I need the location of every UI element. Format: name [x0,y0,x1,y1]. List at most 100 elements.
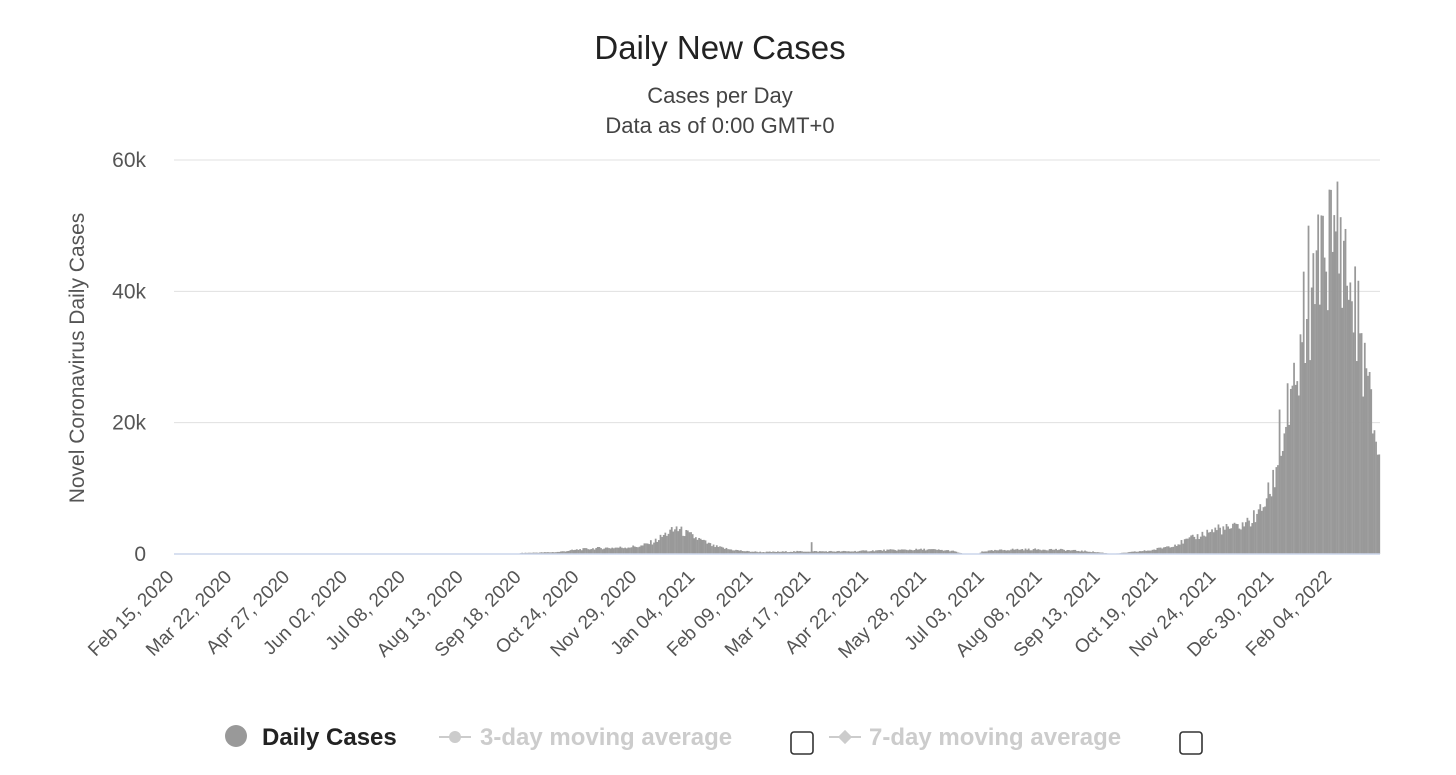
bar[interactable] [719,546,721,554]
bar[interactable] [558,551,561,554]
bar[interactable] [1085,551,1088,554]
bar[interactable] [611,547,614,554]
bar[interactable] [1363,342,1366,554]
bar[interactable] [699,538,702,554]
bar[interactable] [772,551,774,554]
bar[interactable] [859,550,861,554]
bar[interactable] [1257,509,1260,554]
bar[interactable] [1285,426,1287,554]
bar[interactable] [1082,551,1085,554]
bar[interactable] [680,526,683,554]
bar[interactable] [887,549,890,554]
bar[interactable] [1322,215,1324,555]
bar[interactable] [1031,550,1033,554]
bar[interactable] [1304,363,1307,554]
bar[interactable] [793,551,795,554]
bar[interactable] [730,549,733,554]
bar[interactable] [1042,549,1045,554]
toggle-checkbox-3-day[interactable] [790,731,814,755]
bar[interactable] [868,551,871,554]
bar[interactable] [785,551,787,554]
bar[interactable] [1203,535,1205,554]
bar[interactable] [1051,549,1054,554]
bar[interactable] [1084,550,1086,554]
bar[interactable] [587,549,590,554]
bar[interactable] [1056,550,1059,554]
bar[interactable] [1129,551,1131,554]
bar[interactable] [778,551,781,554]
bar[interactable] [1219,527,1221,554]
bar[interactable] [1179,544,1181,554]
bar[interactable] [825,551,827,554]
bar[interactable] [571,549,573,554]
bar[interactable] [875,550,877,554]
bar[interactable] [789,551,792,554]
bar[interactable] [1026,549,1028,554]
bar[interactable] [1198,539,1201,554]
bar[interactable] [770,551,773,554]
bar[interactable] [1175,546,1178,554]
bar[interactable] [1222,526,1225,554]
bar[interactable] [1248,520,1250,554]
bar[interactable] [688,532,691,554]
bar[interactable] [833,551,836,554]
bar[interactable] [664,532,667,554]
bar[interactable] [598,546,601,554]
bar[interactable] [1360,333,1363,554]
bar[interactable] [1236,524,1239,554]
bar[interactable] [1355,361,1358,554]
bar[interactable] [1214,527,1217,554]
bar[interactable] [870,551,873,554]
bar[interactable] [1230,528,1233,554]
bar[interactable] [918,549,921,554]
bar[interactable] [1376,454,1379,554]
bar[interactable] [934,549,937,554]
bar[interactable] [653,542,655,554]
bar[interactable] [831,551,834,554]
bar[interactable] [637,547,639,554]
bar[interactable] [907,550,910,554]
bar[interactable] [1182,543,1184,554]
bar[interactable] [564,551,567,554]
bar[interactable] [876,550,879,554]
bar[interactable] [913,550,916,554]
bar[interactable] [703,539,705,554]
bar[interactable] [1162,547,1165,554]
bar[interactable] [847,551,850,554]
bar[interactable] [1281,451,1284,554]
bar[interactable] [1323,257,1326,554]
bar[interactable] [675,526,678,554]
bar[interactable] [920,548,922,554]
bar[interactable] [1373,430,1376,554]
bar[interactable] [685,530,688,554]
bar[interactable] [805,551,808,554]
bar[interactable] [622,548,625,554]
bar[interactable] [1338,273,1340,554]
bar[interactable] [849,551,852,554]
bar[interactable] [574,549,577,554]
bar[interactable] [1072,549,1075,554]
bar[interactable] [674,529,676,554]
bar[interactable] [1061,549,1064,554]
bar[interactable] [640,545,643,554]
bar[interactable] [1291,385,1294,554]
bar[interactable] [1262,507,1265,554]
bar[interactable] [714,547,717,554]
bar[interactable] [883,549,885,554]
bar[interactable] [740,550,742,554]
bar[interactable] [809,551,811,554]
bar[interactable] [990,550,993,554]
bar[interactable] [593,549,596,554]
bar[interactable] [781,551,784,554]
bar[interactable] [1280,455,1283,554]
bar[interactable] [661,536,663,554]
bar[interactable] [760,552,763,554]
bar[interactable] [1275,467,1278,554]
bar[interactable] [707,542,710,554]
bar[interactable] [738,550,741,554]
bar[interactable] [1021,549,1024,554]
bar[interactable] [677,531,680,554]
bar[interactable] [1209,531,1212,554]
bar[interactable] [711,546,713,554]
bar[interactable] [928,549,930,554]
